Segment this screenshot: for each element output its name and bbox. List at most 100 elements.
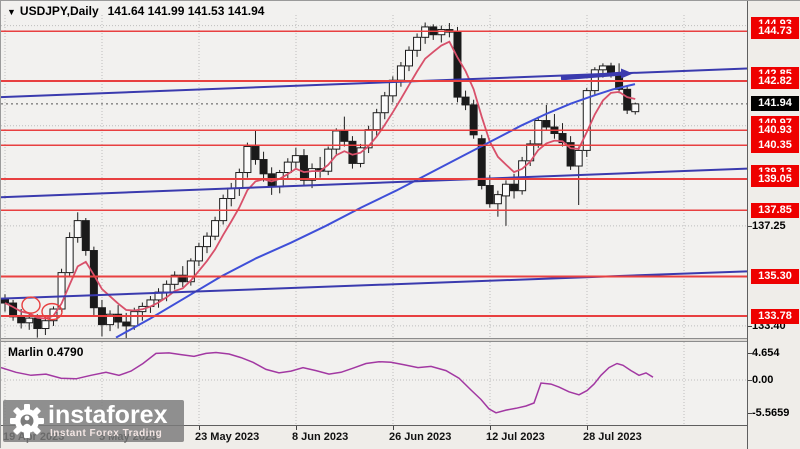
time-axis-label: 28 Jul 2023 <box>583 431 642 443</box>
indicator-axis-tick <box>748 412 752 414</box>
candle <box>17 316 26 324</box>
candle <box>534 120 543 145</box>
candle <box>122 321 131 327</box>
chart-symbol-period: USDJPY,Daily <box>19 4 99 18</box>
candle <box>566 142 575 167</box>
candle <box>510 183 519 192</box>
candle <box>372 112 381 131</box>
candle <box>41 320 50 330</box>
candle <box>340 130 349 142</box>
candle <box>170 274 179 285</box>
candle <box>485 185 494 205</box>
candle <box>251 146 260 161</box>
price-axis-tick <box>748 225 752 227</box>
marlin-line <box>1 351 654 414</box>
candle <box>558 133 567 144</box>
candle <box>114 313 123 323</box>
candle <box>582 90 591 151</box>
price-level-label[interactable]: 144.73 <box>751 23 799 39</box>
time-axis-tick <box>393 426 394 430</box>
price-chart-canvas[interactable] <box>1 1 747 338</box>
trendline[interactable] <box>1 270 747 300</box>
trend-arrow-line[interactable] <box>560 71 624 81</box>
current-price-label: 141.94 <box>751 96 799 112</box>
time-axis-tick <box>199 426 200 430</box>
price-axis[interactable]: 144.93142.85140.97139.13137.25133.40144.… <box>747 1 800 449</box>
panel-splitter[interactable] <box>1 338 747 342</box>
candle <box>211 220 220 237</box>
time-axis-label: 23 May 2023 <box>195 431 260 443</box>
candle <box>65 237 74 274</box>
candle <box>130 311 139 327</box>
candle <box>243 146 252 174</box>
price-axis-value: 137.25 <box>752 219 786 232</box>
candle <box>178 274 187 283</box>
candle <box>324 148 333 172</box>
annotation-oval <box>41 302 63 321</box>
candle <box>413 36 422 51</box>
candle <box>356 147 365 164</box>
candle <box>518 160 527 192</box>
logo-tagline-text: Instant Forex Trading <box>50 428 163 439</box>
candle <box>477 138 486 187</box>
candle <box>453 31 462 98</box>
candle <box>332 130 341 150</box>
time-axis-tick <box>296 426 297 430</box>
time-axis-label: 8 Jun 2023 <box>292 431 349 443</box>
candle <box>623 88 632 111</box>
chart-ohlc-values: 141.64 141.99 141.53 141.94 <box>107 4 265 18</box>
price-level-label[interactable]: 133.78 <box>751 308 799 324</box>
price-level-label[interactable]: 140.93 <box>751 122 799 138</box>
candle <box>405 49 413 67</box>
instaforex-gear-icon <box>10 404 44 438</box>
time-axis-tick <box>490 426 491 430</box>
trendline[interactable] <box>1 67 747 99</box>
candle <box>542 120 551 128</box>
candle <box>227 187 236 200</box>
indicator-value: 0.4790 <box>46 345 84 359</box>
indicator-name: Marlin <box>8 345 44 359</box>
candle <box>598 65 607 71</box>
candle <box>259 159 268 175</box>
candle <box>299 155 308 181</box>
trendline[interactable] <box>1 167 747 199</box>
price-level-label[interactable]: 142.82 <box>751 73 799 89</box>
price-level-label[interactable]: 140.35 <box>751 137 799 153</box>
indicator-axis-value: 4.654 <box>752 346 780 359</box>
candle <box>631 103 640 113</box>
indicator-axis-value: -5.5659 <box>752 406 790 419</box>
candle <box>203 235 211 248</box>
candle <box>33 317 42 330</box>
candle <box>469 104 478 136</box>
indicator-axis-value: 0.00 <box>752 374 774 386</box>
candle <box>308 168 317 181</box>
price-level-label[interactable]: 137.85 <box>751 202 799 218</box>
candle <box>106 313 115 326</box>
price-level-label[interactable]: 135.30 <box>751 269 799 285</box>
trend-arrow-head <box>621 68 633 79</box>
candle <box>25 317 34 324</box>
candle <box>73 220 82 239</box>
indicator-axis-tick <box>748 380 752 381</box>
annotation-oval <box>21 296 41 314</box>
chart-dropdown-icon[interactable]: ▼ <box>7 7 16 17</box>
candle <box>501 183 510 197</box>
price-level-label[interactable]: 139.05 <box>751 171 799 187</box>
candle <box>283 161 292 174</box>
candle <box>574 149 583 167</box>
ma-fast-line <box>4 40 636 320</box>
time-axis-label: 12 Jul 2023 <box>486 431 545 443</box>
indicator-axis-tick <box>748 352 752 354</box>
candle <box>194 246 203 262</box>
candle <box>493 194 502 205</box>
candle <box>461 96 470 106</box>
candle <box>89 250 98 309</box>
candle <box>162 283 171 293</box>
chart-title: ▼ USDJPY,Daily 141.64 141.99 141.53 141.94 <box>7 4 264 18</box>
indicator-panel-canvas[interactable] <box>1 342 747 425</box>
indicator-label: Marlin 0.4790 <box>8 345 83 359</box>
candle <box>396 65 405 81</box>
candle <box>291 155 300 163</box>
instaforex-watermark: instaforex Instant Forex Trading <box>3 400 184 442</box>
